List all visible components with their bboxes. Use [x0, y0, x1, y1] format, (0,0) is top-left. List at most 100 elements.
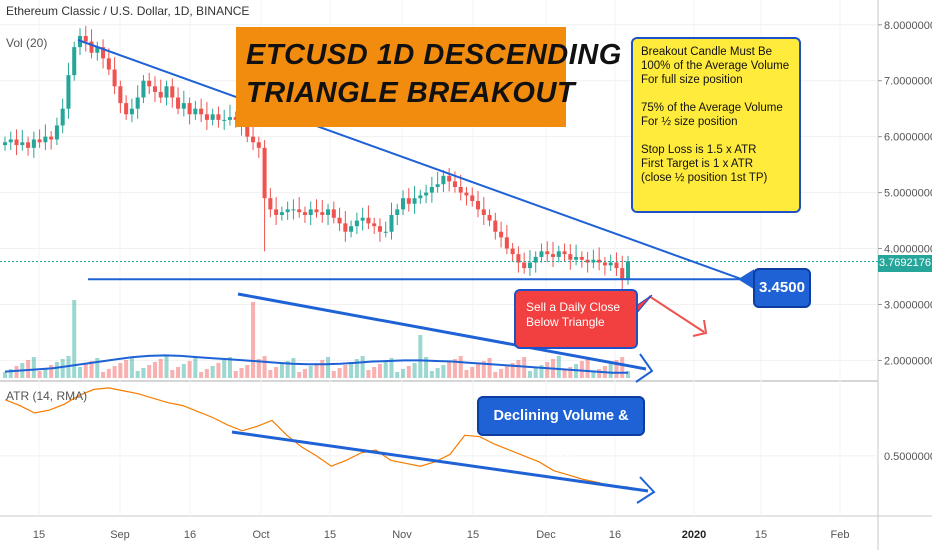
- candle-body: [147, 80, 152, 87]
- candle-body: [331, 209, 336, 218]
- volume-bar: [401, 369, 406, 378]
- note-line: 75% of the Average Volume: [641, 102, 783, 114]
- volume-bar: [77, 367, 83, 378]
- price-tick-label: 6.0000000: [884, 132, 932, 144]
- volume-bar: [204, 369, 209, 378]
- volume-bar: [562, 370, 567, 378]
- volume-bar: [418, 335, 423, 378]
- time-tick-label: Feb: [831, 529, 850, 541]
- volume-bar: [516, 360, 521, 378]
- volume-bar: [8, 369, 13, 378]
- volume-trend-arrowhead: [635, 353, 654, 383]
- resistance-line: [77, 39, 743, 281]
- time-tick-label: 2020: [682, 529, 706, 541]
- candle-body: [464, 192, 469, 196]
- candle-body: [135, 97, 140, 109]
- volume-bar: [441, 365, 446, 378]
- time-tick-label: 16: [609, 529, 621, 541]
- volume-bar: [510, 363, 515, 378]
- candle-body: [158, 91, 163, 98]
- volume-bar: [533, 368, 538, 378]
- candle-body: [499, 231, 504, 238]
- title-annotation: ETCUSD 1D DESCENDING TRIANGLE BREAKOUT: [236, 27, 621, 127]
- volume-bar: [31, 357, 36, 378]
- candle-body: [2, 142, 8, 146]
- declining-volume-atr-label: Declining Volume & ATR: [477, 396, 645, 460]
- candle-body: [585, 259, 590, 263]
- candle-body: [210, 114, 215, 120]
- volume-bar: [481, 361, 486, 378]
- candle-body: [550, 254, 556, 257]
- candle-body: [274, 209, 279, 215]
- candle-body: [354, 220, 359, 227]
- candle-body: [435, 184, 440, 188]
- volume-bar: [170, 370, 175, 378]
- time-tick-label: 15: [755, 529, 767, 541]
- candle-body: [101, 47, 106, 59]
- candle-body: [314, 209, 319, 213]
- volume-bar: [268, 370, 273, 378]
- candle-body: [193, 108, 198, 115]
- volume-bar: [118, 363, 123, 378]
- volume-bar: [591, 372, 596, 378]
- candle-body: [401, 198, 406, 210]
- candle-body: [510, 248, 515, 255]
- candle-body: [326, 209, 331, 215]
- volume-bar: [37, 371, 42, 378]
- candle-body: [251, 136, 256, 143]
- volume-bar: [475, 364, 481, 378]
- time-tick-label: 15: [467, 529, 479, 541]
- volume-bar: [233, 371, 238, 378]
- volume-bar: [112, 366, 117, 378]
- volume-bar: [95, 358, 100, 378]
- candle-body: [152, 86, 158, 92]
- time-tick-label: Sep: [110, 529, 130, 541]
- volume-bar: [343, 365, 348, 378]
- volume-bar: [285, 361, 290, 378]
- symbol-title: Ethereum Classic / U.S. Dollar, 1D, BINA…: [6, 4, 250, 18]
- price-tick-label: 3.0000000: [884, 299, 932, 311]
- volume-bar: [60, 359, 65, 378]
- volume-bar: [406, 366, 411, 378]
- candle-body: [124, 103, 129, 115]
- candle-body: [204, 114, 209, 120]
- candle-body: [412, 198, 417, 204]
- candle-body: [475, 200, 481, 210]
- price-tick-label: 4.0000000: [884, 244, 932, 256]
- volume-bar: [199, 372, 204, 378]
- volume-bar: [487, 358, 492, 378]
- candle-body: [539, 251, 544, 257]
- note-line: For full size position: [641, 74, 743, 86]
- candle-body: [170, 86, 175, 98]
- candle-body: [302, 212, 307, 215]
- volume-bar: [101, 372, 106, 378]
- volume-bar: [435, 368, 440, 378]
- candle-body: [297, 209, 302, 213]
- time-tick-label: 15: [324, 529, 336, 541]
- note-line: For ½ size position: [641, 116, 738, 128]
- candle-body: [395, 209, 400, 215]
- candle-body: [129, 108, 134, 115]
- candle-body: [366, 217, 371, 224]
- current-price-tag: 3.7692176: [878, 255, 932, 272]
- candle-body: [493, 220, 498, 232]
- price-tick-label: 8.0000000: [884, 20, 932, 32]
- volume-bar: [43, 368, 48, 378]
- candle-body: [72, 47, 77, 76]
- volume-bar: [245, 365, 250, 378]
- candle-body: [389, 214, 394, 232]
- volume-bar: [14, 366, 19, 378]
- candle-body: [187, 103, 192, 115]
- volume-bar: [383, 361, 388, 378]
- volume-bar: [164, 356, 169, 378]
- volume-bar: [377, 364, 382, 378]
- candle-body: [199, 108, 204, 115]
- candle-body: [360, 217, 365, 221]
- candle-body: [176, 97, 181, 109]
- candle-body: [487, 214, 492, 221]
- volume-bar: [424, 357, 429, 378]
- volume-bar: [545, 362, 550, 378]
- volume-bar: [464, 370, 469, 378]
- candle-body: [545, 251, 550, 255]
